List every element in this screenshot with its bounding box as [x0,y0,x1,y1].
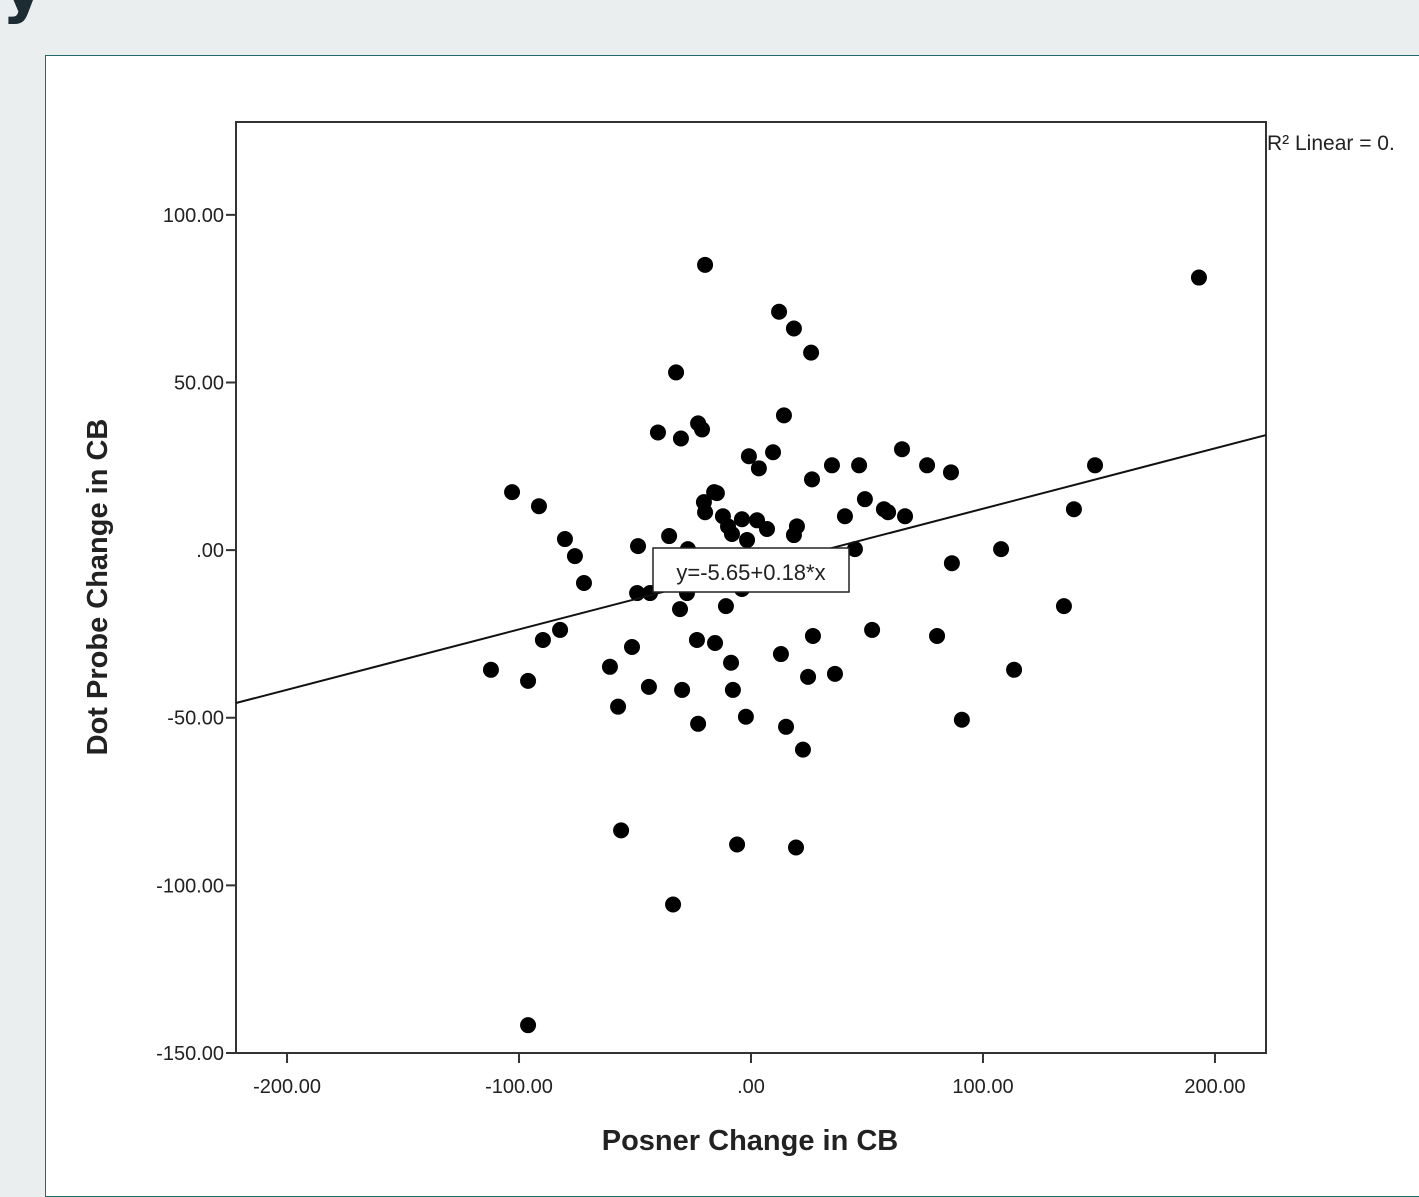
point [623,639,640,656]
point [520,672,537,689]
point [765,444,782,461]
y-tick-label: -50.00 [167,708,224,730]
point [823,457,840,474]
point [739,532,756,549]
point [610,698,627,715]
point [530,498,547,515]
x-tick-label: 100.00 [952,1076,1013,1098]
point [690,715,707,732]
point [630,538,647,555]
point [661,528,678,545]
point [723,526,740,543]
panel [45,55,1419,1197]
point [897,508,914,525]
point [826,665,843,682]
point [672,430,689,447]
y-axis-title: Dot Probe Change in CB [82,419,114,756]
point [794,741,811,758]
point [803,344,820,361]
point [737,708,754,725]
point [772,646,789,663]
point [759,520,776,537]
x-tick-label: -200.00 [253,1076,321,1098]
point [851,457,868,474]
point [740,448,757,465]
point [697,504,714,521]
x-tick-label: .00 [737,1076,765,1098]
point [640,678,657,695]
point [804,471,821,488]
point [953,711,970,728]
point [672,601,689,618]
point [993,541,1010,558]
point [552,621,569,638]
x-axis-title: Posner Change in CB [602,1125,899,1157]
point [785,527,802,544]
point [649,424,666,441]
y-tick-label: 50.00 [174,372,224,394]
point [788,839,805,856]
point [800,668,817,685]
point [1065,501,1082,518]
point [785,320,802,337]
chart: Posner Change in CB Dot Probe Change in … [82,121,1395,1157]
point [717,598,734,615]
point [504,484,521,501]
point [846,541,863,558]
point [750,460,767,477]
point [929,627,946,644]
point [864,621,881,638]
point [601,658,618,675]
point [707,634,724,651]
point [778,718,795,735]
point [942,464,959,481]
y-tick-label: .00 [196,540,224,562]
y-tick-label: -150.00 [156,1043,224,1065]
point [697,256,714,273]
point [771,303,788,320]
point [520,1017,537,1034]
point [694,421,711,438]
point [688,631,705,648]
fit-label-box [652,547,850,593]
point [775,407,792,424]
point [708,485,725,502]
point [729,836,746,853]
heading: y [2,0,44,26]
x-tick-label: 200.00 [1184,1076,1245,1098]
point [880,504,897,521]
point [556,531,573,548]
r2-label: R² Linear = 0. [1267,132,1395,155]
point [1006,661,1023,678]
y-tick-label: -100.00 [156,875,224,897]
x-tick-label: -100.00 [485,1076,553,1098]
point [894,441,911,458]
point [733,511,750,528]
point [613,822,630,839]
point [919,457,936,474]
point [1087,457,1104,474]
point [804,627,821,644]
point [1055,598,1072,615]
point [1190,269,1207,286]
point [856,491,873,508]
point [723,654,740,671]
point [665,896,682,913]
point [534,631,551,648]
point [566,548,583,565]
point [575,574,592,591]
point [674,681,691,698]
point [724,681,741,698]
point [943,555,960,572]
point [836,508,853,525]
point [668,364,685,381]
y-tick-label: 100.00 [163,205,224,227]
point [482,661,499,678]
fit-label: y=-5.65+0.18*x [676,560,825,585]
